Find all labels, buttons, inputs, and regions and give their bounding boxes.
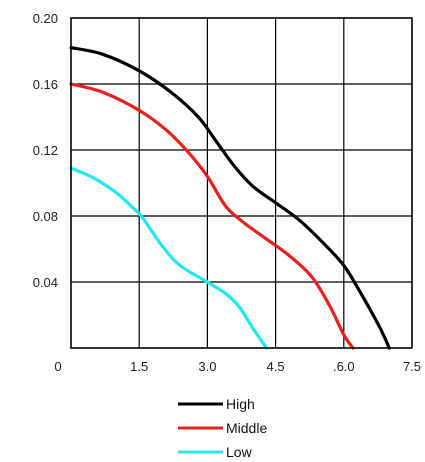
x-tick-label: 0 bbox=[54, 359, 61, 374]
x-tick-label: .6.0 bbox=[333, 359, 355, 374]
grid bbox=[71, 18, 412, 348]
series-lines bbox=[69, 46, 391, 350]
y-tick-label: 0.16 bbox=[33, 77, 58, 92]
y-tick-label: 0.04 bbox=[33, 275, 58, 290]
plot-frame bbox=[70, 17, 413, 349]
x-axis-ticks: 0 1.5 3.0 4.5 .6.0 7.5 bbox=[54, 359, 421, 374]
legend-label-low: Low bbox=[226, 444, 253, 460]
x-tick-label: 3.0 bbox=[198, 359, 216, 374]
legend-label-high: High bbox=[226, 396, 255, 412]
x-tick-label: 1.5 bbox=[130, 359, 148, 374]
legend: High Middle Low bbox=[178, 396, 267, 460]
y-tick-label: 0.12 bbox=[33, 143, 58, 158]
y-tick-label: 0.20 bbox=[33, 11, 58, 26]
series-line-middle bbox=[69, 82, 355, 350]
legend-label-middle: Middle bbox=[226, 420, 267, 436]
y-axis-ticks: 0.04 0.08 0.12 0.16 0.20 bbox=[33, 11, 58, 290]
series-line-high bbox=[69, 46, 391, 350]
x-tick-label: 4.5 bbox=[267, 359, 285, 374]
y-tick-label: 0.08 bbox=[33, 209, 58, 224]
series-line-low bbox=[69, 166, 269, 350]
x-tick-label: 7.5 bbox=[403, 359, 421, 374]
